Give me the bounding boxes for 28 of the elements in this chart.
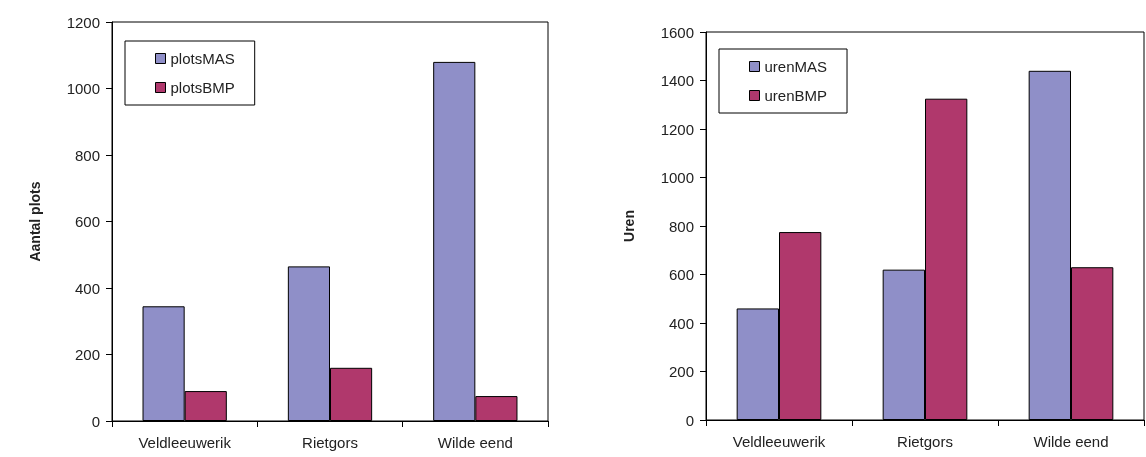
y-tick-label: 200 [74,346,100,363]
y-tick-label: 800 [74,146,100,164]
x-tick-label: Wilde eend [1033,433,1109,450]
y-tick-label: 1200 [66,13,100,31]
y-tick-label: 400 [74,279,100,297]
legend-label: plotsBMP [170,79,235,96]
y-tick-label: 0 [685,411,694,429]
legend-label: urenBMP [764,87,828,104]
x-tick-label: Veldleeuwerik [138,434,232,451]
y-tick-label: 1000 [66,80,100,97]
y-tick-label: 600 [668,266,694,283]
y-tick-label: 0 [91,412,100,430]
x-tick-label: Rietgors [897,433,953,450]
y-tick-label: 200 [668,363,694,380]
y-axis-title: Uren [621,210,637,242]
y-axis-title: Aantal plots [27,181,43,262]
legend-label: urenMAS [764,58,828,75]
x-tick-label: Rietgors [302,434,358,451]
y-tick-label: 1000 [660,169,694,186]
y-tick-label: 1600 [660,23,694,41]
y-tick-label: 1400 [660,72,694,89]
x-tick-label: Veldleeuwerik [732,433,826,450]
y-tick-label: 800 [668,217,694,235]
legend-label: plotsMAS [170,50,235,67]
y-tick-label: 1200 [660,120,694,138]
y-tick-label: 400 [668,314,694,332]
y-tick-label: 600 [74,213,100,230]
x-tick-label: Wilde eend [437,434,513,451]
